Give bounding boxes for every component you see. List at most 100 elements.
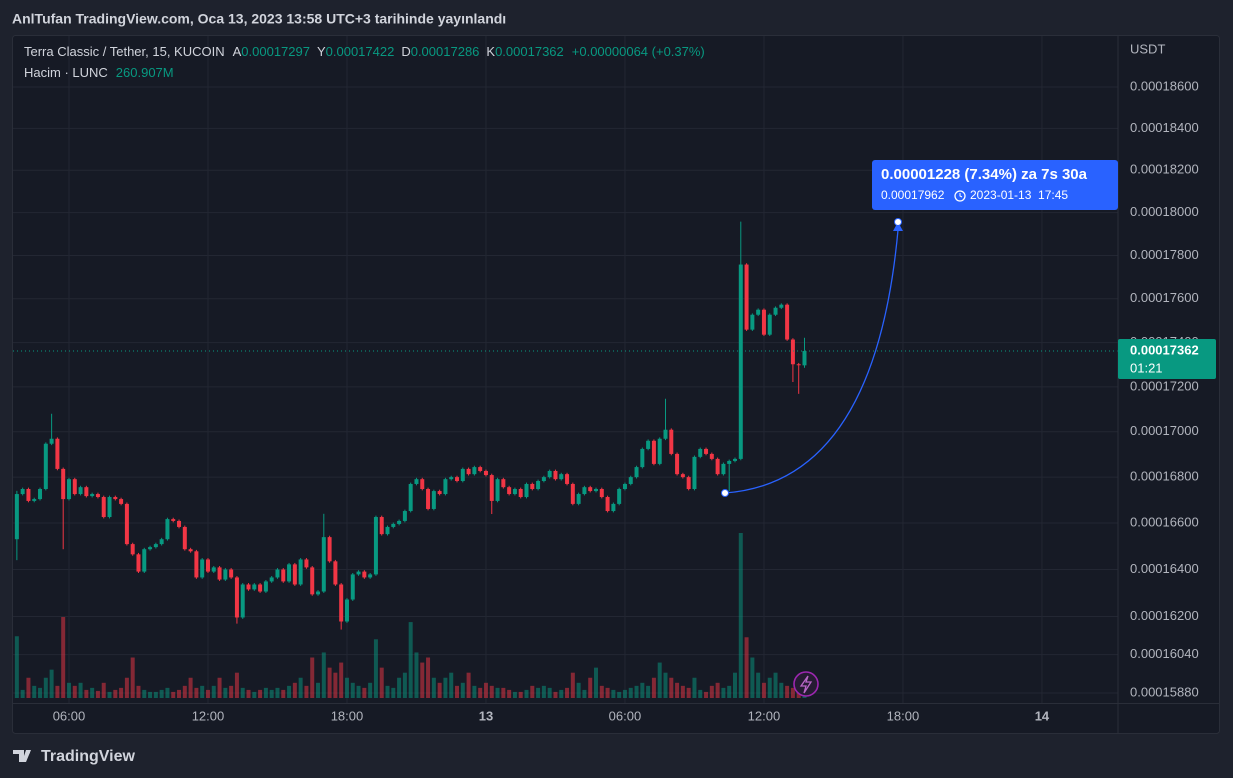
- alert-circle[interactable]: [793, 671, 819, 697]
- candle-body: [246, 584, 251, 590]
- last-price-text: 0.00017362: [1130, 342, 1199, 357]
- candle-body: [136, 554, 141, 572]
- clock-icon: [954, 190, 966, 202]
- candle-body: [767, 314, 772, 335]
- alert-icon[interactable]: [793, 671, 819, 697]
- candle-body: [223, 569, 228, 580]
- volume-bar: [211, 685, 216, 698]
- candle-body: [84, 487, 89, 497]
- candle-body: [721, 463, 726, 475]
- volume-bar: [136, 685, 141, 698]
- candle-body: [553, 470, 558, 480]
- publish-note: AnlTufan TradingView.com, Oca 13, 2023 1…: [12, 11, 506, 27]
- volume-bar: [663, 672, 668, 698]
- candle-body: [478, 467, 483, 471]
- volume-bar: [148, 691, 153, 698]
- volume-bar: [472, 685, 477, 698]
- candle-body: [466, 468, 471, 475]
- candle-body: [802, 350, 807, 366]
- candle-body: [402, 511, 407, 521]
- candle-body: [379, 517, 384, 535]
- candle-body: [536, 480, 541, 490]
- volume-bar: [165, 687, 170, 698]
- ohlc-value: 0.00017362: [495, 44, 564, 59]
- volume-bar: [704, 691, 709, 698]
- candle-body: [617, 489, 622, 504]
- volume-bar: [333, 672, 338, 698]
- candle-body: [49, 438, 54, 444]
- candle-body: [397, 520, 402, 524]
- candle-body: [460, 468, 465, 481]
- candle-body: [26, 489, 31, 501]
- volume-bar: [287, 685, 292, 698]
- volume-bar: [373, 639, 378, 698]
- volume-bar: [72, 685, 77, 698]
- candle-body: [646, 440, 651, 449]
- candle-body: [95, 494, 100, 498]
- volume-bar: [130, 657, 135, 698]
- volume-bar: [119, 687, 124, 698]
- chart-panel: [12, 35, 1220, 734]
- volume-bar: [698, 689, 703, 698]
- volume-bar: [483, 682, 488, 698]
- ohlc-label: Y: [317, 44, 326, 59]
- volume-bar: [646, 685, 651, 698]
- candle-body: [565, 474, 570, 484]
- volume-bar: [779, 682, 784, 698]
- volume-bar: [565, 687, 570, 698]
- volume-bar: [750, 657, 755, 698]
- volume-name: Hacim · LUNC: [24, 65, 108, 80]
- volume-bar: [258, 689, 263, 698]
- volume-bar: [14, 636, 19, 698]
- volume-bar: [101, 682, 106, 698]
- y-tick-label: 0.00018200: [1130, 162, 1199, 177]
- candle-body: [727, 460, 732, 464]
- candle-body: [362, 571, 367, 578]
- volume-bar: [738, 533, 743, 698]
- y-tick-label: 0.00017600: [1130, 290, 1199, 305]
- candle-body: [541, 477, 546, 481]
- volume-bar: [339, 662, 344, 698]
- candle-body: [177, 520, 182, 527]
- ohlc-label: K: [486, 44, 495, 59]
- candle-body: [217, 567, 222, 580]
- candle-body: [732, 458, 737, 461]
- candle-body: [657, 438, 662, 464]
- volume-bar: [61, 617, 66, 698]
- volume-bar: [686, 687, 691, 698]
- candle-body: [263, 581, 268, 592]
- candle-body: [634, 467, 639, 478]
- y-tick-label: 0.00018600: [1130, 78, 1199, 93]
- volume-bar: [680, 685, 685, 698]
- symbol: Terra Classic / Tether, 15, KUCOIN: [24, 44, 225, 59]
- candle-body: [90, 494, 95, 497]
- candle-body: [669, 429, 674, 454]
- start-point: [721, 489, 729, 497]
- candle-body: [576, 494, 581, 504]
- volume-value: 260.907M: [116, 65, 174, 80]
- volume-bar: [617, 691, 622, 698]
- countdown-text: 01:21: [1130, 360, 1163, 375]
- last-price-box: [1118, 338, 1216, 379]
- legend: Terra Classic / Tether, 15, KUCOIN A0.000…: [24, 44, 705, 80]
- volume-bar: [379, 667, 384, 698]
- volume-bar: [767, 677, 772, 698]
- candle-body: [321, 537, 326, 592]
- volume-bar: [49, 669, 54, 698]
- volume-bar: [327, 667, 332, 698]
- volume-bar: [38, 687, 43, 698]
- volume-bar: [182, 685, 187, 698]
- logo-dot: [26, 750, 30, 754]
- candle-body: [785, 304, 790, 340]
- candle-body: [715, 458, 720, 475]
- volume-bar: [362, 687, 367, 698]
- candle-body: [559, 474, 564, 480]
- candle-body: [663, 429, 668, 439]
- candle-body: [408, 483, 413, 512]
- annotation-price: 0.00017962: [881, 188, 945, 202]
- volume-bar: [240, 687, 245, 698]
- y-tick-label: 0.00016040: [1130, 646, 1199, 661]
- volume-bar: [455, 685, 460, 698]
- volume-bar: [20, 689, 25, 698]
- volume-bar: [316, 682, 321, 698]
